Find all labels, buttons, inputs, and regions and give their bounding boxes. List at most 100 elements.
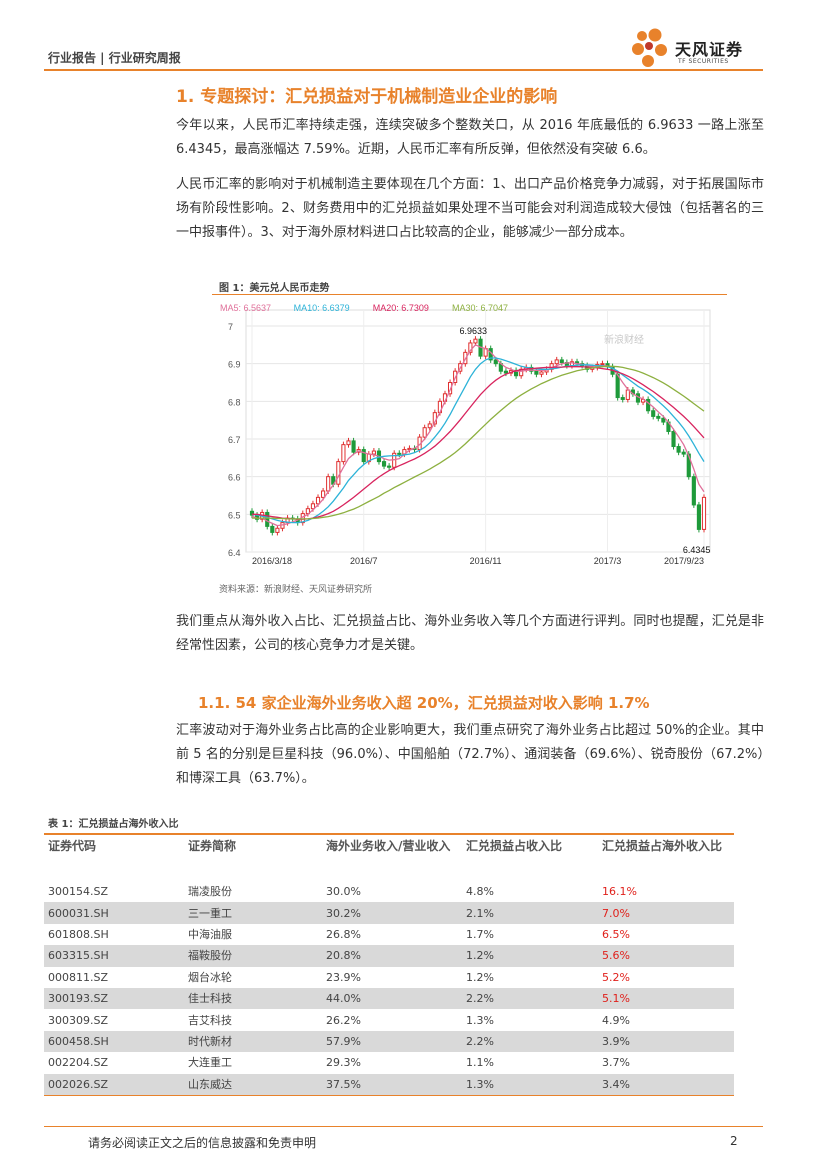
ma-legend-label: MA10: 6.6379 bbox=[294, 303, 350, 313]
table-cell: 时代新材 bbox=[184, 1030, 322, 1053]
ma-legend-label: MA20: 6.7309 bbox=[373, 303, 429, 313]
candle-body bbox=[600, 363, 605, 366]
table-cell: 16.1% bbox=[602, 885, 637, 899]
table-row: 300309.SZ 吉艾科技 26.2% 1.3% 4.9% bbox=[44, 1009, 734, 1030]
table-cell: 4.8% bbox=[466, 885, 494, 899]
table-cell: 23.9% bbox=[326, 970, 361, 984]
logo-petal-icon bbox=[655, 44, 667, 56]
table-cell: 烟台冰轮 bbox=[188, 970, 232, 984]
section-title: 1. 专题探讨：汇兑损益对于机械制造业企业的影响 bbox=[176, 87, 558, 107]
ma-legend-label: MA5: 6.5637 bbox=[220, 303, 271, 313]
table-row: 300154.SZ 瑞凌股份 30.0% 4.8% 16.1% bbox=[44, 881, 734, 902]
table-cell: 002026.SZ bbox=[44, 1073, 184, 1096]
ma-line-ma5 bbox=[251, 344, 705, 527]
table-cell: 瑞凌股份 bbox=[188, 885, 232, 899]
report-category: 行业报告 | 行业研究周报 bbox=[48, 51, 181, 65]
logo-subtext: TF SECURITIES bbox=[678, 58, 729, 65]
candle-body bbox=[326, 476, 331, 492]
table-cell: 1.1% bbox=[466, 1056, 494, 1070]
table-cell: 5.1% bbox=[598, 987, 734, 1010]
table-cell: 300154.SZ bbox=[48, 885, 109, 899]
table-cell: 600458.SH bbox=[44, 1030, 184, 1053]
y-tick-label: 6.6 bbox=[228, 473, 241, 483]
table-row: 002204.SZ 大连重工 29.3% 1.1% 3.7% bbox=[44, 1052, 734, 1073]
table-cell: 6.5% bbox=[602, 927, 630, 941]
figure-divider bbox=[212, 294, 727, 295]
logo-petal-icon bbox=[648, 28, 662, 42]
table-cell: 5.2% bbox=[602, 970, 630, 984]
table-cell: 57.9% bbox=[322, 1030, 462, 1053]
logo-petal-icon bbox=[645, 42, 653, 50]
table-cell: 3.4% bbox=[598, 1073, 734, 1096]
table-header-cell: 证券代码 bbox=[44, 833, 184, 881]
table-cell: 福鞍股份 bbox=[184, 945, 322, 967]
table-cell: 37.5% bbox=[322, 1073, 462, 1096]
logo-petal-icon bbox=[632, 43, 644, 55]
candle-body bbox=[676, 446, 681, 453]
footer-disclaimer: 请务必阅读正文之后的信息披露和免责申明 bbox=[88, 1136, 317, 1150]
candle-body bbox=[315, 496, 321, 505]
watermark: 新浪财经 bbox=[604, 333, 644, 346]
table-row: 300193.SZ 佳士科技 44.0% 2.2% 5.1% bbox=[44, 987, 734, 1010]
y-tick-label: 7 bbox=[228, 322, 233, 332]
candle-body bbox=[341, 444, 346, 463]
table-cell: 2.1% bbox=[462, 902, 598, 924]
candle-body bbox=[473, 338, 478, 344]
table-cell: 山东威达 bbox=[184, 1073, 322, 1096]
header-divider bbox=[44, 69, 763, 71]
ma-legend-label: MA30: 6.7047 bbox=[452, 303, 508, 313]
y-tick-label: 6.5 bbox=[228, 510, 241, 520]
candle-body bbox=[422, 427, 427, 438]
candle-body bbox=[625, 389, 630, 400]
table-row: 601808.SH 中海油服 26.8% 1.7% 6.5% bbox=[44, 924, 734, 945]
table-header-cell: 汇兑损益占海外收入比 bbox=[598, 833, 734, 881]
table-cell: 600031.SH bbox=[44, 902, 184, 924]
candle-body bbox=[554, 359, 559, 365]
table-header-cell: 海外业务收入/营业收入 bbox=[322, 833, 462, 881]
table-cell: 1.3% bbox=[466, 1013, 494, 1027]
table-cell: 26.2% bbox=[326, 1013, 361, 1027]
candle-body bbox=[691, 476, 696, 506]
table-cell: 1.7% bbox=[466, 927, 494, 941]
candle-body bbox=[671, 430, 676, 448]
candle-body bbox=[336, 461, 341, 485]
table-cell: 3.9% bbox=[598, 1030, 734, 1053]
x-tick-label: 2016/7 bbox=[350, 556, 378, 566]
table-cell: 30.0% bbox=[326, 885, 361, 899]
candle-body bbox=[397, 452, 402, 455]
y-tick-label: 6.4 bbox=[228, 548, 241, 558]
candle-body bbox=[646, 398, 651, 412]
y-tick-label: 6.8 bbox=[228, 397, 241, 407]
candle-body bbox=[686, 453, 691, 478]
candle-body bbox=[534, 370, 539, 375]
candle-body bbox=[346, 440, 351, 446]
ma-line-ma10 bbox=[251, 357, 705, 524]
candle-body bbox=[559, 359, 564, 364]
table-row: 600031.SH 三一重工 30.2% 2.1% 7.0% bbox=[44, 902, 734, 924]
x-tick-label: 2016/3/18 bbox=[252, 556, 292, 566]
table-cell: 2.2% bbox=[462, 1030, 598, 1053]
table-cell: 29.3% bbox=[326, 1056, 361, 1070]
annotation-label: 6.9633 bbox=[459, 326, 487, 336]
table-row: 603315.SH 福鞍股份 20.8% 1.2% 5.6% bbox=[44, 945, 734, 967]
candle-body bbox=[651, 410, 656, 417]
candle-body bbox=[661, 417, 666, 423]
candle-body bbox=[387, 465, 392, 468]
candle-body bbox=[351, 440, 356, 453]
table-cell: 26.8% bbox=[326, 927, 361, 941]
table-cell: 002204.SZ bbox=[48, 1056, 109, 1070]
candle-body bbox=[503, 370, 509, 374]
usd-cny-candlestick-chart: 6.4 6.5 6.6 6.7 6.8 6.9 7 2016/3/18 2016/7 2016/1… bbox=[220, 303, 711, 566]
x-tick-label: 2017/9/23 bbox=[664, 556, 704, 566]
candle-body bbox=[468, 342, 473, 353]
table-cell: 300309.SZ bbox=[48, 1013, 109, 1027]
x-tick-label: 2017/3 bbox=[594, 556, 622, 566]
candle-body bbox=[381, 461, 387, 467]
candle-body bbox=[275, 527, 280, 533]
candle-body bbox=[310, 503, 316, 510]
table-cell: 1.2% bbox=[466, 970, 494, 984]
subsection-title: 1.1. 54 家企业海外业务收入超 20%，汇兑损益对收入影响 1.7% bbox=[198, 694, 650, 712]
table-cell: 7.0% bbox=[598, 902, 734, 924]
table-cell: 佳士科技 bbox=[184, 987, 322, 1010]
table-cell: 601808.SH bbox=[48, 927, 109, 941]
